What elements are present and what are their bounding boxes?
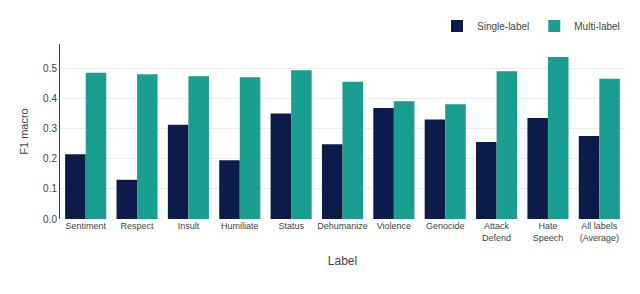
svg-text:Genocide: Genocide	[426, 221, 465, 231]
svg-text:Multi-label: Multi-label	[574, 21, 620, 32]
svg-text:0.3: 0.3	[43, 123, 57, 134]
svg-text:HateSpeech: HateSpeech	[533, 221, 564, 243]
svg-text:Humiliate: Humiliate	[221, 221, 259, 231]
svg-text:Single-label: Single-label	[477, 21, 529, 32]
svg-text:Sentiment: Sentiment	[65, 221, 106, 231]
svg-text:Respect: Respect	[121, 221, 155, 231]
svg-text:0.5: 0.5	[43, 63, 57, 74]
svg-text:All labels(Average): All labels(Average)	[580, 221, 619, 243]
svg-text:0.1: 0.1	[43, 183, 57, 194]
svg-text:0.2: 0.2	[43, 153, 57, 164]
svg-text:Violence: Violence	[377, 221, 411, 231]
svg-text:AttackDefend: AttackDefend	[482, 221, 511, 243]
svg-text:Status: Status	[278, 221, 304, 231]
svg-text:0.4: 0.4	[43, 93, 57, 104]
svg-text:Label: Label	[328, 254, 357, 268]
svg-text:Insult: Insult	[178, 221, 200, 231]
svg-text:Dehumanize: Dehumanize	[317, 221, 368, 231]
svg-text:0.0: 0.0	[43, 214, 57, 225]
svg-text:F1 macro: F1 macro	[18, 108, 30, 154]
